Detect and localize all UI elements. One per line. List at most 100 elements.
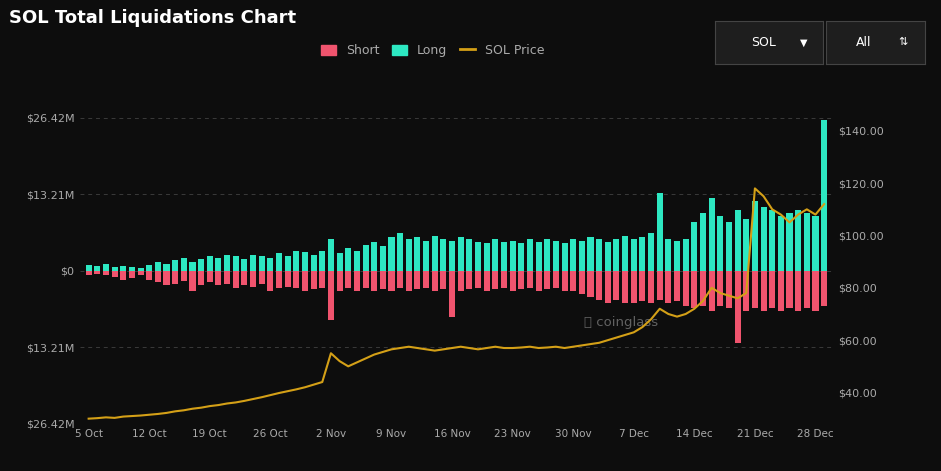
- Bar: [362, 271, 369, 288]
- Bar: [457, 271, 464, 291]
- Bar: [726, 271, 732, 309]
- Bar: [639, 237, 646, 271]
- Bar: [112, 271, 118, 276]
- Bar: [787, 271, 792, 309]
- Bar: [682, 239, 689, 271]
- Bar: [709, 271, 714, 311]
- Bar: [224, 271, 231, 284]
- Bar: [544, 239, 550, 271]
- Bar: [432, 236, 438, 271]
- Bar: [345, 248, 351, 271]
- Bar: [449, 241, 455, 271]
- Bar: [362, 245, 369, 271]
- Bar: [492, 239, 499, 271]
- Bar: [510, 241, 516, 271]
- Bar: [475, 271, 481, 288]
- Bar: [821, 271, 827, 306]
- Bar: [467, 271, 472, 289]
- Bar: [622, 236, 629, 271]
- Bar: [371, 271, 377, 291]
- Bar: [397, 233, 403, 271]
- Bar: [570, 239, 576, 271]
- Bar: [345, 271, 351, 288]
- Bar: [614, 271, 619, 300]
- Bar: [319, 251, 326, 271]
- Bar: [743, 271, 749, 311]
- Bar: [146, 265, 152, 271]
- Bar: [294, 271, 299, 288]
- Bar: [492, 271, 499, 289]
- Bar: [674, 271, 680, 301]
- Bar: [674, 241, 680, 271]
- Bar: [553, 271, 559, 288]
- Bar: [276, 271, 282, 288]
- Text: All: All: [856, 36, 871, 49]
- Bar: [709, 198, 714, 271]
- Bar: [535, 271, 542, 291]
- Text: SOL: SOL: [752, 36, 776, 49]
- Bar: [648, 271, 654, 303]
- Bar: [380, 271, 386, 289]
- Bar: [397, 271, 403, 288]
- Bar: [414, 237, 421, 271]
- Bar: [700, 271, 706, 306]
- Bar: [605, 271, 611, 303]
- Bar: [371, 242, 377, 271]
- Bar: [199, 259, 204, 271]
- Bar: [787, 213, 792, 271]
- Bar: [562, 243, 567, 271]
- Bar: [224, 255, 231, 271]
- Bar: [717, 271, 724, 306]
- Bar: [267, 258, 274, 271]
- Text: 🦎 coinglass: 🦎 coinglass: [584, 317, 659, 329]
- Bar: [380, 246, 386, 271]
- Bar: [614, 239, 619, 271]
- Bar: [129, 267, 135, 271]
- Bar: [327, 271, 334, 320]
- Bar: [155, 271, 161, 283]
- Bar: [449, 271, 455, 317]
- Bar: [778, 271, 784, 311]
- Bar: [259, 271, 264, 284]
- Bar: [692, 271, 697, 309]
- Bar: [657, 193, 662, 271]
- Bar: [587, 237, 594, 271]
- Bar: [137, 271, 144, 276]
- Bar: [103, 271, 109, 275]
- Bar: [250, 255, 256, 271]
- Bar: [630, 239, 637, 271]
- Bar: [639, 271, 646, 301]
- Bar: [692, 221, 697, 271]
- Bar: [622, 271, 629, 303]
- Bar: [597, 271, 602, 300]
- Bar: [518, 243, 524, 271]
- Bar: [311, 255, 316, 271]
- Bar: [94, 266, 101, 271]
- Bar: [146, 271, 152, 279]
- Bar: [181, 271, 187, 281]
- Bar: [259, 256, 264, 271]
- Bar: [181, 258, 187, 271]
- Bar: [657, 271, 662, 300]
- Bar: [284, 271, 291, 287]
- Bar: [294, 251, 299, 271]
- Bar: [129, 271, 135, 278]
- Bar: [276, 253, 282, 271]
- Bar: [189, 271, 196, 291]
- Bar: [743, 219, 749, 271]
- Bar: [579, 241, 585, 271]
- Bar: [337, 253, 343, 271]
- Text: ⇅: ⇅: [899, 37, 908, 48]
- Bar: [760, 207, 767, 271]
- Legend: Short, Long, SOL Price: Short, Long, SOL Price: [316, 39, 550, 62]
- Bar: [752, 271, 758, 309]
- Bar: [432, 271, 438, 291]
- Bar: [155, 262, 161, 271]
- Bar: [440, 239, 446, 271]
- Bar: [735, 271, 741, 343]
- Bar: [414, 271, 421, 289]
- Bar: [570, 271, 576, 291]
- Bar: [630, 271, 637, 303]
- Bar: [327, 239, 334, 271]
- Bar: [752, 201, 758, 271]
